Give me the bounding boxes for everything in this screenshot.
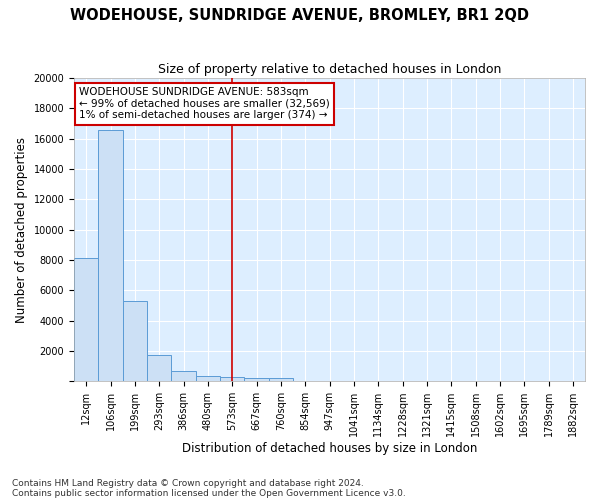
Y-axis label: Number of detached properties: Number of detached properties [15, 136, 28, 322]
Title: Size of property relative to detached houses in London: Size of property relative to detached ho… [158, 62, 501, 76]
Text: Contains public sector information licensed under the Open Government Licence v3: Contains public sector information licen… [12, 488, 406, 498]
Bar [269, 378, 293, 381]
Bar [74, 258, 98, 381]
Text: WODEHOUSE SUNDRIDGE AVENUE: 583sqm
← 99% of detached houses are smaller (32,569): WODEHOUSE SUNDRIDGE AVENUE: 583sqm ← 99%… [79, 87, 330, 120]
Bar [122, 301, 147, 381]
Text: Contains HM Land Registry data © Crown copyright and database right 2024.: Contains HM Land Registry data © Crown c… [12, 478, 364, 488]
Bar [196, 376, 220, 381]
Bar [147, 354, 172, 381]
Text: WODEHOUSE, SUNDRIDGE AVENUE, BROMLEY, BR1 2QD: WODEHOUSE, SUNDRIDGE AVENUE, BROMLEY, BR… [71, 8, 530, 22]
Bar [172, 370, 196, 381]
X-axis label: Distribution of detached houses by size in London: Distribution of detached houses by size … [182, 442, 477, 455]
Bar [244, 378, 269, 381]
Bar [98, 130, 122, 381]
Bar [220, 377, 244, 381]
